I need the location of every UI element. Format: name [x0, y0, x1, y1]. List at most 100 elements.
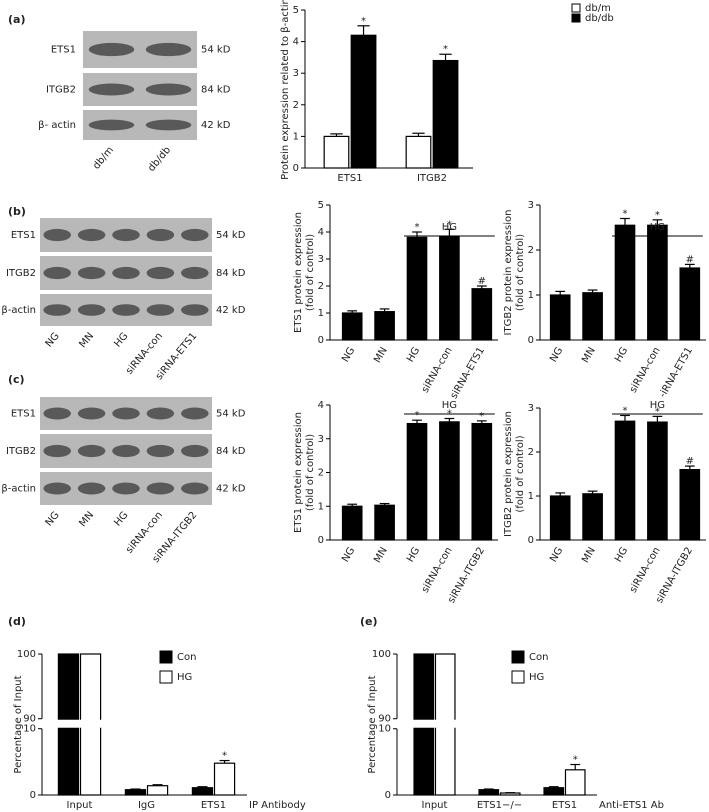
- blot-size-label: 84 kD: [216, 446, 246, 457]
- significance-mark: *: [623, 209, 628, 220]
- bar: [432, 59, 459, 169]
- blot-band: [88, 83, 135, 96]
- bar: [213, 762, 236, 796]
- blot-row-label: β-actin: [1, 484, 36, 495]
- bar: [564, 769, 586, 796]
- legend-label: db/m: [585, 3, 611, 14]
- y-tick-label: 0: [528, 335, 534, 346]
- y-axis-label: (fold of control): [305, 234, 316, 311]
- blot-band: [181, 304, 209, 316]
- bar: [341, 312, 363, 341]
- x-tick-label: MN: [372, 346, 390, 365]
- bar: [471, 288, 493, 341]
- x-tick-label: Input: [422, 800, 448, 811]
- x-tick-label: NG: [548, 546, 565, 565]
- significance-mark: *: [655, 210, 660, 221]
- significance-mark: #: [686, 456, 694, 467]
- y-axis-label: Protein expression related to β-actin: [280, 0, 291, 180]
- x-tick-label: siRNA-con: [628, 546, 663, 595]
- y-tick-label: 100: [17, 649, 36, 660]
- blot-band: [88, 119, 135, 131]
- x-tick-label: Input: [67, 800, 93, 811]
- x-tick-label: HG: [405, 346, 422, 365]
- axis-break-gap: [402, 719, 597, 728]
- bar: [439, 421, 460, 541]
- lane-label: MN: [77, 331, 96, 350]
- y-axis-label: ETS1 protein expression: [293, 412, 304, 533]
- bar: [374, 311, 395, 341]
- bar: [406, 236, 428, 341]
- bar: [191, 787, 214, 796]
- x-tick-label: HG: [405, 546, 422, 565]
- bar: [549, 495, 571, 541]
- y-tick-label: 3: [528, 403, 534, 414]
- blot-band: [43, 228, 71, 242]
- bar: [350, 34, 377, 169]
- lane-label: NG: [44, 510, 62, 529]
- y-tick-label: 5: [318, 200, 324, 211]
- y-tick-label: 3: [528, 200, 534, 211]
- significance-mark: *: [573, 755, 578, 766]
- blot-band: [77, 482, 106, 495]
- group-label: HG: [442, 222, 457, 233]
- blot-band: [145, 119, 192, 131]
- group-label: HG: [442, 400, 457, 411]
- significance-mark: #: [478, 276, 486, 287]
- x-tick-label: -iRNA-ETS1: [657, 346, 695, 400]
- y-tick-label: 3: [318, 254, 324, 265]
- panel-label: (a): [8, 13, 25, 26]
- x-tick-label: MN: [580, 546, 598, 565]
- blot-band: [181, 228, 209, 242]
- significance-mark: *: [415, 410, 420, 421]
- x-tick-label: ETS1: [337, 173, 362, 184]
- legend-swatch: [571, 13, 581, 23]
- y-tick-label: 90: [378, 714, 391, 725]
- blot-band: [181, 407, 209, 420]
- blot-band: [77, 444, 106, 458]
- lane-label: NG: [44, 331, 62, 350]
- y-axis-label: ITGB2 protein expression: [503, 210, 514, 336]
- bar: [341, 505, 363, 541]
- blot-band: [146, 407, 175, 420]
- y-tick-label: 0: [385, 790, 391, 801]
- legend-label: db/db: [585, 13, 614, 24]
- blot-band: [43, 444, 71, 458]
- lane-label: MN: [77, 510, 96, 529]
- significance-mark: *: [623, 405, 628, 416]
- blot-band: [77, 266, 106, 280]
- significance-mark: *: [447, 219, 452, 230]
- y-tick-label: 3: [318, 434, 324, 445]
- y-axis-label: (fold of control): [515, 234, 526, 311]
- y-tick-label: 1: [293, 131, 299, 142]
- blot-band: [112, 266, 140, 280]
- y-tick-label: 0: [293, 163, 299, 174]
- significance-mark: *: [655, 406, 660, 417]
- blot-row-label: ETS1: [51, 45, 76, 56]
- y-tick-label: 3: [293, 68, 299, 79]
- bar: [614, 224, 636, 341]
- y-tick-label: 5: [293, 5, 299, 16]
- y-tick-label: 0: [528, 535, 534, 546]
- x-tick-label: NG: [340, 346, 357, 365]
- x-tick-label: ETS1−/−: [477, 800, 522, 811]
- y-tick-label: 0: [30, 790, 36, 801]
- blot-size-label: 54 kD: [216, 409, 246, 420]
- x-tick-label: siRNA-ETS1: [449, 346, 487, 402]
- legend-swatch: [511, 670, 525, 684]
- lane-label: db/m: [91, 145, 116, 172]
- x-tick-label: ETS1: [201, 800, 226, 811]
- blot-band: [43, 407, 71, 420]
- blot-band: [88, 42, 135, 57]
- y-tick-label: 2: [528, 245, 534, 256]
- blot-size-label: 42 kD: [201, 120, 231, 131]
- blot-size-label: 54 kD: [216, 230, 246, 241]
- x-tick-label: HG: [613, 346, 630, 365]
- legend-swatch: [571, 3, 581, 13]
- blot-row-label: β-actin: [1, 305, 36, 316]
- bar: [374, 504, 395, 541]
- bar: [549, 294, 571, 341]
- blot-band: [146, 266, 175, 280]
- lane-label: HG: [112, 510, 130, 529]
- bar: [405, 135, 432, 169]
